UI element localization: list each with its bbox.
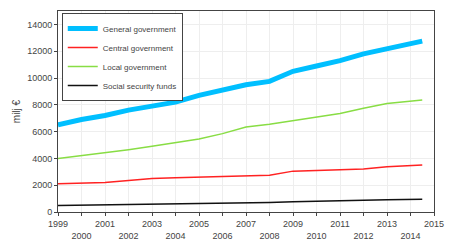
svg-text:2013: 2013 (377, 219, 397, 229)
svg-text:4000: 4000 (32, 154, 52, 164)
svg-text:2000: 2000 (71, 231, 91, 241)
svg-text:1999: 1999 (48, 219, 68, 229)
svg-text:milj €: milj € (11, 99, 22, 123)
svg-text:2012: 2012 (353, 231, 373, 241)
svg-text:2015: 2015 (424, 219, 444, 229)
svg-text:2001: 2001 (95, 219, 115, 229)
svg-text:2003: 2003 (142, 219, 162, 229)
svg-text:2004: 2004 (165, 231, 185, 241)
svg-text:2002: 2002 (118, 231, 138, 241)
svg-text:10000: 10000 (27, 73, 52, 83)
svg-text:Social security funds: Social security funds (103, 82, 176, 91)
svg-text:Local government: Local government (103, 63, 167, 72)
svg-text:2009: 2009 (283, 219, 303, 229)
svg-text:2007: 2007 (236, 219, 256, 229)
svg-text:2006: 2006 (212, 231, 232, 241)
svg-text:2008: 2008 (259, 231, 279, 241)
svg-text:2000: 2000 (32, 180, 52, 190)
svg-text:2011: 2011 (330, 219, 349, 229)
svg-text:0: 0 (47, 207, 52, 217)
svg-text:2005: 2005 (189, 219, 209, 229)
svg-text:2010: 2010 (306, 231, 326, 241)
svg-text:8000: 8000 (32, 100, 52, 110)
svg-text:14000: 14000 (27, 20, 52, 30)
svg-text:2014: 2014 (400, 231, 420, 241)
svg-text:6000: 6000 (32, 127, 52, 137)
svg-text:12000: 12000 (27, 46, 52, 56)
svg-text:Central government: Central government (103, 44, 174, 53)
svg-text:General government: General government (103, 25, 177, 34)
